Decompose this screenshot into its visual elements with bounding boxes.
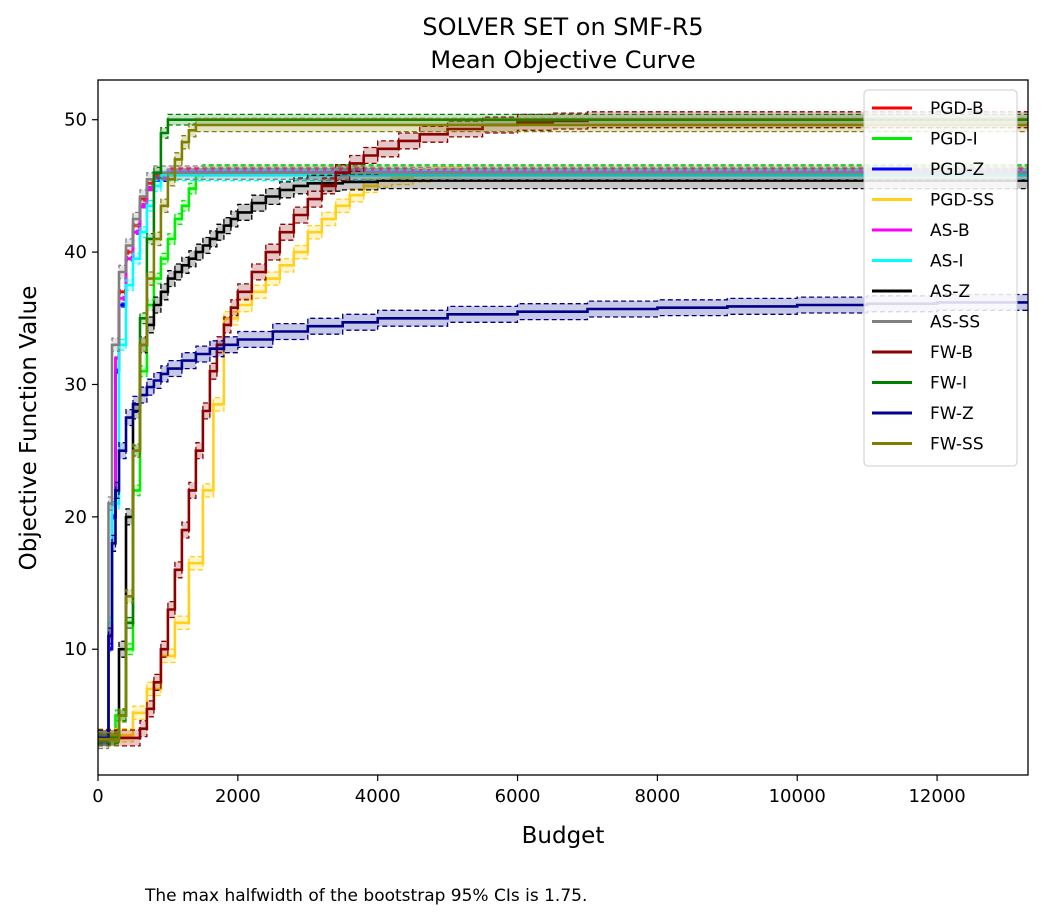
y-axis-label: Objective Function Value (16, 286, 42, 571)
legend-label-pgd-b: PGD-B (930, 99, 984, 119)
ci-halfwidth-note: The max halfwidth of the bootstrap 95% C… (144, 886, 587, 906)
x-tick-label: 0 (92, 786, 103, 807)
legend-label-pgd-ss: PGD-SS (930, 191, 994, 211)
chart-title: SOLVER SET on SMF-R5 (422, 13, 703, 41)
legend-label-fw-b: FW-B (930, 343, 973, 363)
x-axis: 0 2000 4000 6000 8000 10000 12000 (92, 775, 966, 807)
series-line-fw-z (98, 301, 1028, 740)
plot-frame (97, 79, 1029, 776)
legend: PGD-B PGD-I PGD-Z PGD-SS AS-B AS-I AS-Z AS-SS FW… (863, 89, 1018, 467)
ci-upper-as-i (98, 167, 1028, 735)
legend-label-pgd-i: PGD-I (930, 130, 978, 150)
y-tick-label: 10 (64, 639, 87, 660)
x-tick-label: 2000 (215, 786, 261, 807)
x-tick-label: 6000 (495, 786, 541, 807)
y-tick-label: 50 (64, 110, 87, 131)
legend-frame (863, 89, 1018, 467)
x-tick-label: 10000 (769, 786, 826, 807)
legend-label-as-i: AS-I (930, 252, 964, 272)
chart-subtitle: Mean Objective Curve (430, 46, 695, 74)
x-tick-label: 12000 (908, 786, 965, 807)
series-line-fw-b (98, 118, 1028, 740)
series-line-as-i (98, 172, 1028, 741)
x-tick-label: 8000 (634, 786, 680, 807)
y-tick-label: 40 (64, 242, 87, 263)
y-axis: 10 20 30 40 50 (64, 110, 98, 660)
ci-lower-pgd-z (98, 173, 1028, 741)
legend-label-fw-ss: FW-SS (930, 435, 984, 455)
legend-label-as-ss: AS-SS (930, 313, 980, 333)
legend-label-as-b: AS-B (930, 221, 970, 241)
legend-label-fw-i: FW-I (930, 374, 967, 394)
x-tick-label: 4000 (355, 786, 401, 807)
series-layer (98, 111, 1028, 750)
legend-label-as-z: AS-Z (930, 282, 970, 302)
ci-upper-fw-b (98, 111, 1028, 731)
ci-lower-pgd-ss (98, 179, 463, 743)
y-tick-label: 30 (64, 374, 87, 395)
series-line-fw-ss (98, 122, 1028, 741)
ci-lower-fw-z (98, 309, 1028, 747)
legend-label-fw-z: FW-Z (930, 404, 974, 424)
y-tick-label: 20 (64, 507, 87, 528)
legend-label-pgd-z: PGD-Z (930, 160, 984, 180)
x-axis-label: Budget (522, 823, 605, 849)
